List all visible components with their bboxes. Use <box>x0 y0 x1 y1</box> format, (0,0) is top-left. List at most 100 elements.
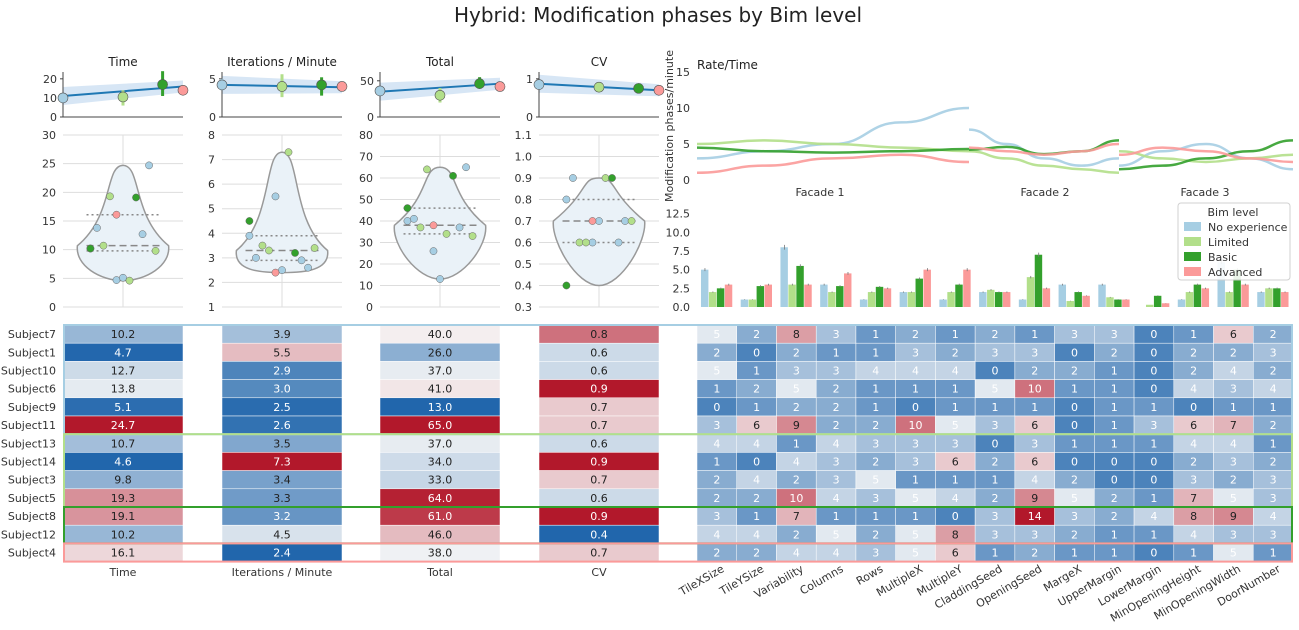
y-tick-label: 7 <box>208 154 215 167</box>
cell-value: 0 <box>992 437 999 450</box>
y-tick-label: 5 <box>208 203 215 216</box>
cell-value: 4 <box>1190 528 1197 541</box>
cell-value: 1 <box>713 456 720 469</box>
y-tick-label: 7.5 <box>673 245 691 258</box>
y-tick-label: 60 <box>359 172 373 185</box>
cell-value: 3 <box>992 346 999 359</box>
cell-value: 1 <box>1111 365 1118 378</box>
bar <box>836 286 844 307</box>
cell-value: 4 <box>1270 383 1277 396</box>
cell-value: 2 <box>713 346 720 359</box>
data-point <box>633 83 644 94</box>
row-label: Subject12 <box>1 528 56 541</box>
cell-value: 1 <box>1111 528 1118 541</box>
bar <box>955 284 963 307</box>
violin-body <box>235 151 329 274</box>
legend-swatch <box>1184 252 1201 261</box>
cell-value: 8 <box>1190 510 1197 523</box>
row-label: Subject6 <box>8 383 56 396</box>
cell-value: 4 <box>952 492 959 505</box>
data-point <box>93 224 101 232</box>
y-axis-label: Modification phases/minute <box>663 50 676 202</box>
cell-value: 1 <box>1111 547 1118 560</box>
bar <box>1034 254 1043 307</box>
cell-value: 5 <box>1230 492 1237 505</box>
data-point <box>297 256 306 265</box>
cell-value: 1 <box>1031 401 1038 414</box>
cell-value: 2 <box>1190 456 1197 469</box>
bar <box>1114 299 1122 307</box>
cell-value: 0.9 <box>590 383 608 396</box>
cell-value: 6 <box>1031 456 1038 469</box>
bar <box>1217 262 1225 307</box>
bar <box>1193 284 1202 307</box>
cell-value: 3 <box>1150 419 1157 432</box>
cell-value: 2.4 <box>273 547 291 560</box>
cell-value: 19.3 <box>111 492 136 505</box>
cell-value: 1 <box>872 328 879 341</box>
cell-value: 4 <box>1270 510 1277 523</box>
data-point <box>562 281 571 290</box>
cell-value: 13.0 <box>428 401 453 414</box>
cell-value: 1 <box>1150 528 1157 541</box>
cell-value: 0 <box>1111 474 1118 487</box>
x-tick-label: TileXSize <box>676 562 726 599</box>
cell-value: 46.0 <box>428 528 453 541</box>
row-label: Subject10 <box>1 365 56 378</box>
cell-value: 3.2 <box>273 510 291 523</box>
data-point <box>151 246 160 255</box>
cell-value: 3 <box>1111 328 1118 341</box>
cell-value: 4 <box>833 492 840 505</box>
cell-value: 2 <box>793 346 800 359</box>
data-point <box>374 85 386 97</box>
series-line <box>696 139 970 153</box>
y-tick-label: 0 <box>209 111 216 124</box>
data-point <box>468 232 477 240</box>
cell-value: 9 <box>793 419 800 432</box>
cell-value: 2 <box>793 474 800 487</box>
cell-value: 1 <box>1031 328 1038 341</box>
bar <box>820 284 828 307</box>
cell-value: 3 <box>833 474 840 487</box>
data-point <box>284 148 293 157</box>
bar <box>764 284 772 307</box>
y-tick-label: 50 <box>359 194 373 207</box>
data-point <box>588 217 597 225</box>
cell-value: 1 <box>872 383 879 396</box>
data-point <box>99 241 108 250</box>
legend-label: Limited <box>1208 236 1249 249</box>
y-tick-label: 1.1 <box>515 129 533 142</box>
data-point <box>429 247 438 255</box>
y-tick-label: 20 <box>43 73 57 86</box>
data-point <box>157 79 168 90</box>
cell-value: 0 <box>1071 401 1078 414</box>
cell-value: 1 <box>912 474 919 487</box>
data-point <box>436 275 444 283</box>
bar <box>780 247 788 307</box>
cell-value: 0 <box>1150 346 1157 359</box>
cell-value: 16.1 <box>111 547 136 560</box>
cell-value: 2 <box>1190 365 1197 378</box>
data-point <box>595 217 603 225</box>
data-point <box>316 79 327 91</box>
data-point <box>106 192 114 201</box>
series-line <box>968 139 1120 156</box>
bar <box>716 288 725 307</box>
figure-title: Hybrid: Modification phases by Bim level <box>454 3 862 27</box>
bar <box>1066 301 1074 307</box>
bar <box>915 278 923 307</box>
series-line <box>1118 149 1294 164</box>
cell-value: 1 <box>1111 419 1118 432</box>
data-point <box>429 221 438 230</box>
bar <box>939 299 947 307</box>
cell-value: 5 <box>1071 492 1078 505</box>
cell-value: 1 <box>753 510 760 523</box>
cell-value: 1 <box>1150 401 1157 414</box>
cell-value: 2 <box>713 547 720 560</box>
cell-value: 3 <box>1031 346 1038 359</box>
cell-value: 2 <box>833 401 840 414</box>
y-tick-label: 1 <box>526 73 533 86</box>
cell-value: 3.3 <box>273 492 291 505</box>
bar <box>1042 288 1051 307</box>
facet-label: Facade 2 <box>1020 186 1069 199</box>
